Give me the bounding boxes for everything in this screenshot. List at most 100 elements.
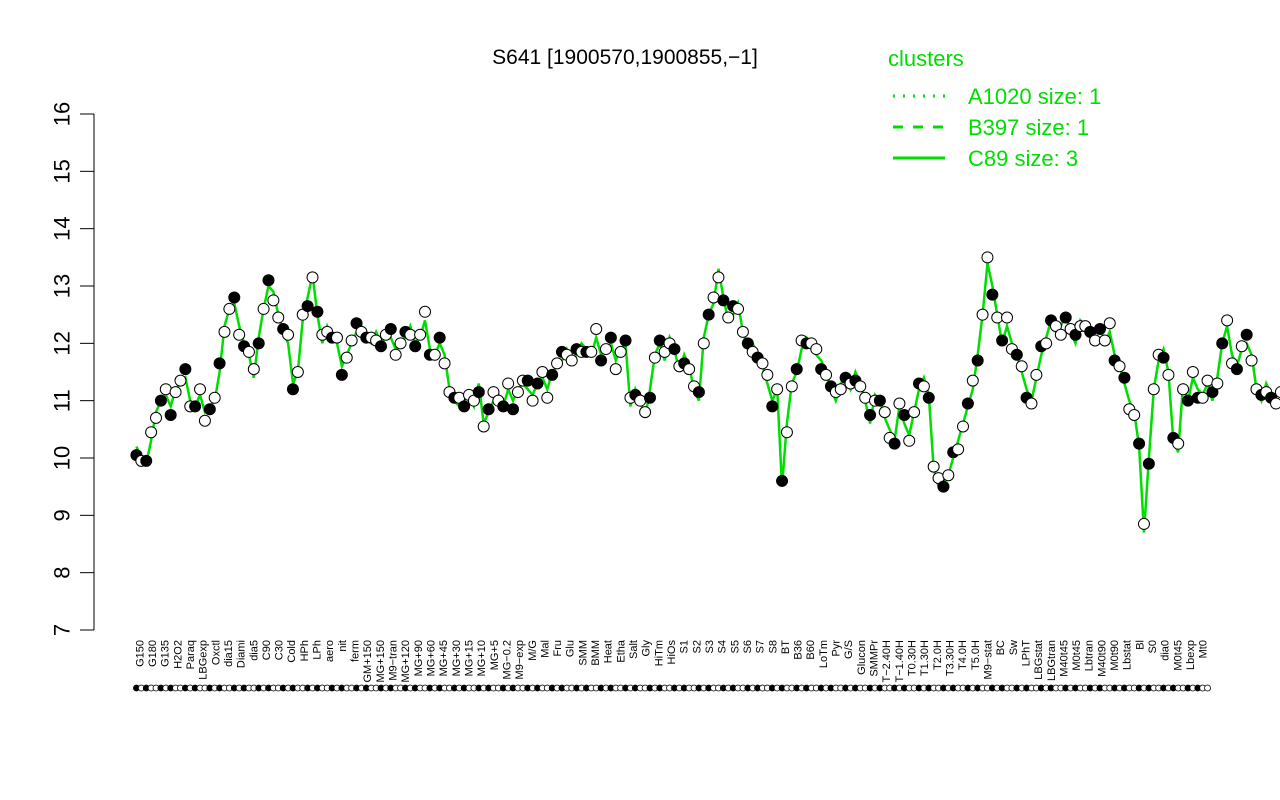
- x-tick-label-78: Lbstat: [1122, 640, 1134, 670]
- data-point-178: [1001, 311, 1014, 324]
- data-point-100: [619, 334, 632, 347]
- data-point-226: [1235, 340, 1248, 353]
- x-tick-label-48: S6: [742, 640, 754, 653]
- x-tick-label-18: GM+150: [362, 640, 374, 683]
- data-point-169: [957, 420, 970, 433]
- x-tick-label-56: G/S: [843, 640, 855, 659]
- x-tick-label-25: MG+30: [451, 640, 463, 676]
- x-tick-label-34: Glu: [565, 640, 577, 657]
- x-tick-label-49: S7: [755, 640, 767, 653]
- data-point-106: [648, 351, 661, 364]
- data-point-103: [634, 394, 647, 407]
- x-tick-label-75: Lbtran: [1084, 640, 1096, 671]
- x-tick-label-64: T3.30H: [944, 640, 956, 676]
- x-tick-label-76: M40t90: [1096, 640, 1108, 677]
- data-point-186: [1040, 337, 1053, 350]
- x-tick-label-7: dia15: [223, 640, 235, 667]
- x-tick-label-55: Pyr: [831, 640, 843, 657]
- x-tick-label-51: BT: [780, 640, 792, 654]
- x-tick-label-33: Fru: [552, 640, 564, 657]
- data-point-234: [1274, 386, 1280, 398]
- data-point-98: [609, 363, 622, 376]
- data-point-184: [1030, 368, 1043, 381]
- x-tick-label-15: aero: [324, 640, 336, 662]
- x-tick-label-66: T5.0H: [970, 640, 982, 670]
- data-point-198: [1098, 334, 1111, 347]
- data-point-166: [942, 469, 955, 482]
- data-point-141: [820, 368, 833, 381]
- data-point-144: [834, 383, 847, 396]
- x-tick-label-41: HiTm: [653, 640, 665, 666]
- y-tick-label-8: 15: [50, 159, 75, 183]
- data-point-76: [502, 377, 515, 390]
- data-point-25: [252, 337, 265, 350]
- data-point-133: [780, 426, 793, 439]
- data-point-37: [311, 305, 324, 318]
- x-axis-ticks: G150 G180 G135 H2O2 Paraq LBGexp Oxctl dia15 Dia…: [133, 639, 1211, 692]
- data-point-23: [242, 345, 255, 358]
- x-tick-label-81: dia0: [1160, 640, 1172, 661]
- x-tick-label-9: dia5: [248, 640, 260, 661]
- data-point-124: [736, 325, 749, 338]
- data-point-84: [541, 391, 554, 404]
- x-tick-label-46: S4: [717, 640, 729, 653]
- x-tick-label-80: S0: [1147, 640, 1159, 653]
- x-tick-label-22: MG+90: [413, 640, 425, 676]
- y-tick-label-6: 13: [50, 274, 75, 298]
- data-point-62: [433, 331, 446, 344]
- data-point-24: [247, 363, 260, 376]
- data-point-44: [345, 334, 358, 347]
- data-point-43: [340, 351, 353, 364]
- data-point-7: [164, 409, 177, 421]
- x-tick-label-5: LBGexp: [198, 640, 210, 680]
- data-point-177: [996, 334, 1009, 347]
- data-point-107: [653, 334, 666, 347]
- data-point-129: [761, 368, 774, 381]
- data-point-227: [1240, 328, 1253, 341]
- data-point-120: [717, 294, 730, 307]
- x-tick-label-59: T−2.40H: [881, 640, 893, 683]
- x-tick-label-43: S1: [679, 640, 691, 653]
- x-tick-label-50: S8: [767, 640, 779, 653]
- data-point-99: [614, 345, 627, 358]
- data-point-83: [536, 366, 549, 378]
- data-point-165: [937, 480, 950, 493]
- data-point-148: [854, 380, 867, 393]
- x-tick-label-16: nit: [337, 640, 349, 652]
- data-point-135: [790, 363, 803, 376]
- data-point-155: [888, 437, 901, 450]
- data-point-117: [702, 308, 715, 321]
- data-point-19: [223, 302, 236, 315]
- x-tick-label-57: Glucon: [856, 640, 868, 675]
- data-point-225: [1230, 363, 1243, 376]
- x-tick-label-65: T4.0H: [957, 640, 969, 670]
- data-point-128: [756, 357, 769, 370]
- data-point-170: [961, 397, 974, 410]
- data-point-152: [873, 394, 886, 407]
- data-point-80: [521, 374, 534, 387]
- x-rug-mark-219: [1204, 684, 1211, 692]
- x-tick-label-73: M40t45: [1058, 640, 1070, 677]
- data-point-94: [590, 323, 603, 335]
- data-point-180: [1010, 348, 1023, 361]
- x-tick-label-45: S3: [704, 640, 716, 653]
- x-tick-label-24: MG+45: [438, 640, 450, 676]
- data-point-218: [1196, 391, 1209, 404]
- data-point-215: [1181, 394, 1194, 407]
- x-tick-label-2: G135: [160, 640, 172, 667]
- data-point-27: [262, 274, 275, 287]
- data-point-8: [169, 386, 182, 399]
- legend-label-0: A1020 size: 1: [968, 84, 1101, 109]
- data-point-119: [712, 271, 725, 284]
- data-point-20: [228, 291, 241, 304]
- x-tick-label-63: T2.0H: [932, 640, 944, 670]
- data-point-116: [697, 337, 710, 350]
- x-tick-label-47: S5: [729, 640, 741, 653]
- x-tick-label-67: M9−stat: [982, 640, 994, 679]
- data-point-4: [150, 411, 163, 424]
- data-point-174: [981, 251, 994, 264]
- data-point-3: [145, 426, 158, 439]
- data-point-156: [893, 397, 906, 410]
- x-tick-label-70: LPhT: [1020, 640, 1032, 667]
- data-point-130: [766, 400, 779, 413]
